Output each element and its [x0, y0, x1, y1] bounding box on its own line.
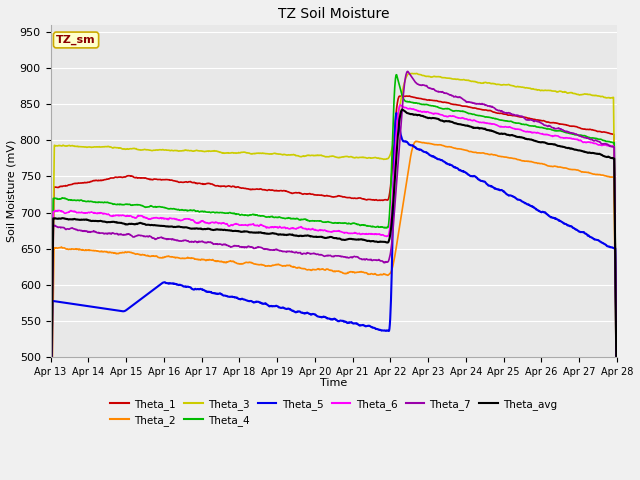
- Theta_3: [408, 71, 416, 76]
- Theta_2: [369, 271, 377, 277]
- Title: TZ Soil Moisture: TZ Soil Moisture: [278, 7, 390, 21]
- Theta_7: [404, 69, 412, 74]
- Theta_2: [412, 138, 420, 144]
- Theta_4: [613, 408, 621, 414]
- Theta_avg: [613, 417, 621, 422]
- Theta_2: [287, 264, 294, 269]
- Theta_4: [299, 216, 307, 222]
- Theta_6: [369, 231, 377, 237]
- Text: TZ_sm: TZ_sm: [56, 35, 96, 45]
- Line: Theta_3: Theta_3: [51, 73, 617, 431]
- Theta_1: [113, 175, 121, 180]
- Theta_1: [287, 190, 294, 196]
- Theta_avg: [90, 218, 98, 224]
- Theta_6: [287, 226, 294, 232]
- Theta_2: [309, 266, 317, 272]
- Y-axis label: Soil Moisture (mV): Soil Moisture (mV): [7, 140, 17, 242]
- Legend: Theta_1, Theta_2, Theta_3, Theta_4, Theta_5, Theta_6, Theta_7, Theta_avg: Theta_1, Theta_2, Theta_3, Theta_4, Thet…: [110, 399, 557, 426]
- Line: Theta_7: Theta_7: [51, 72, 617, 456]
- Theta_6: [309, 226, 317, 231]
- X-axis label: Time: Time: [320, 378, 348, 388]
- Theta_7: [90, 228, 98, 234]
- Line: Theta_2: Theta_2: [51, 141, 617, 480]
- Theta_avg: [309, 234, 317, 240]
- Theta_3: [369, 155, 377, 161]
- Theta_1: [406, 93, 413, 99]
- Theta_7: [113, 231, 121, 237]
- Theta_5: [113, 308, 121, 313]
- Theta_3: [309, 153, 317, 158]
- Theta_4: [309, 218, 317, 224]
- Line: Theta_6: Theta_6: [51, 105, 617, 448]
- Line: Theta_4: Theta_4: [51, 75, 617, 441]
- Theta_3: [47, 428, 54, 434]
- Theta_1: [369, 197, 377, 203]
- Theta_avg: [399, 107, 406, 112]
- Theta_1: [613, 391, 621, 396]
- Theta_3: [113, 145, 121, 151]
- Theta_6: [397, 102, 404, 108]
- Theta_7: [287, 249, 294, 254]
- Theta_6: [299, 225, 307, 231]
- Theta_2: [90, 248, 98, 254]
- Theta_5: [369, 325, 377, 331]
- Theta_7: [47, 453, 54, 458]
- Theta_4: [47, 438, 54, 444]
- Theta_1: [90, 178, 98, 184]
- Theta_4: [113, 201, 121, 207]
- Theta_2: [613, 414, 621, 420]
- Theta_3: [613, 374, 621, 380]
- Theta_6: [90, 210, 98, 216]
- Line: Theta_5: Theta_5: [51, 113, 617, 480]
- Theta_4: [369, 224, 377, 229]
- Theta_6: [613, 411, 621, 417]
- Theta_5: [613, 433, 621, 439]
- Theta_6: [47, 445, 54, 451]
- Theta_6: [113, 213, 121, 218]
- Theta_5: [393, 110, 401, 116]
- Theta_2: [113, 251, 121, 256]
- Theta_3: [90, 144, 98, 150]
- Theta_2: [299, 266, 307, 272]
- Theta_avg: [47, 448, 54, 454]
- Line: Theta_avg: Theta_avg: [51, 109, 617, 451]
- Theta_4: [392, 72, 400, 78]
- Theta_avg: [369, 238, 377, 244]
- Theta_1: [309, 191, 317, 197]
- Line: Theta_1: Theta_1: [51, 96, 617, 452]
- Theta_5: [287, 307, 294, 312]
- Theta_5: [90, 304, 98, 310]
- Theta_5: [299, 310, 307, 315]
- Theta_7: [299, 252, 307, 257]
- Theta_avg: [299, 233, 307, 239]
- Theta_7: [369, 257, 377, 263]
- Theta_7: [309, 251, 317, 256]
- Theta_5: [309, 311, 317, 317]
- Theta_4: [90, 199, 98, 205]
- Theta_3: [287, 152, 294, 158]
- Theta_avg: [287, 232, 294, 238]
- Theta_1: [299, 191, 307, 197]
- Theta_7: [613, 411, 621, 417]
- Theta_4: [287, 216, 294, 221]
- Theta_avg: [113, 220, 121, 226]
- Theta_3: [299, 154, 307, 159]
- Theta_1: [47, 449, 54, 455]
